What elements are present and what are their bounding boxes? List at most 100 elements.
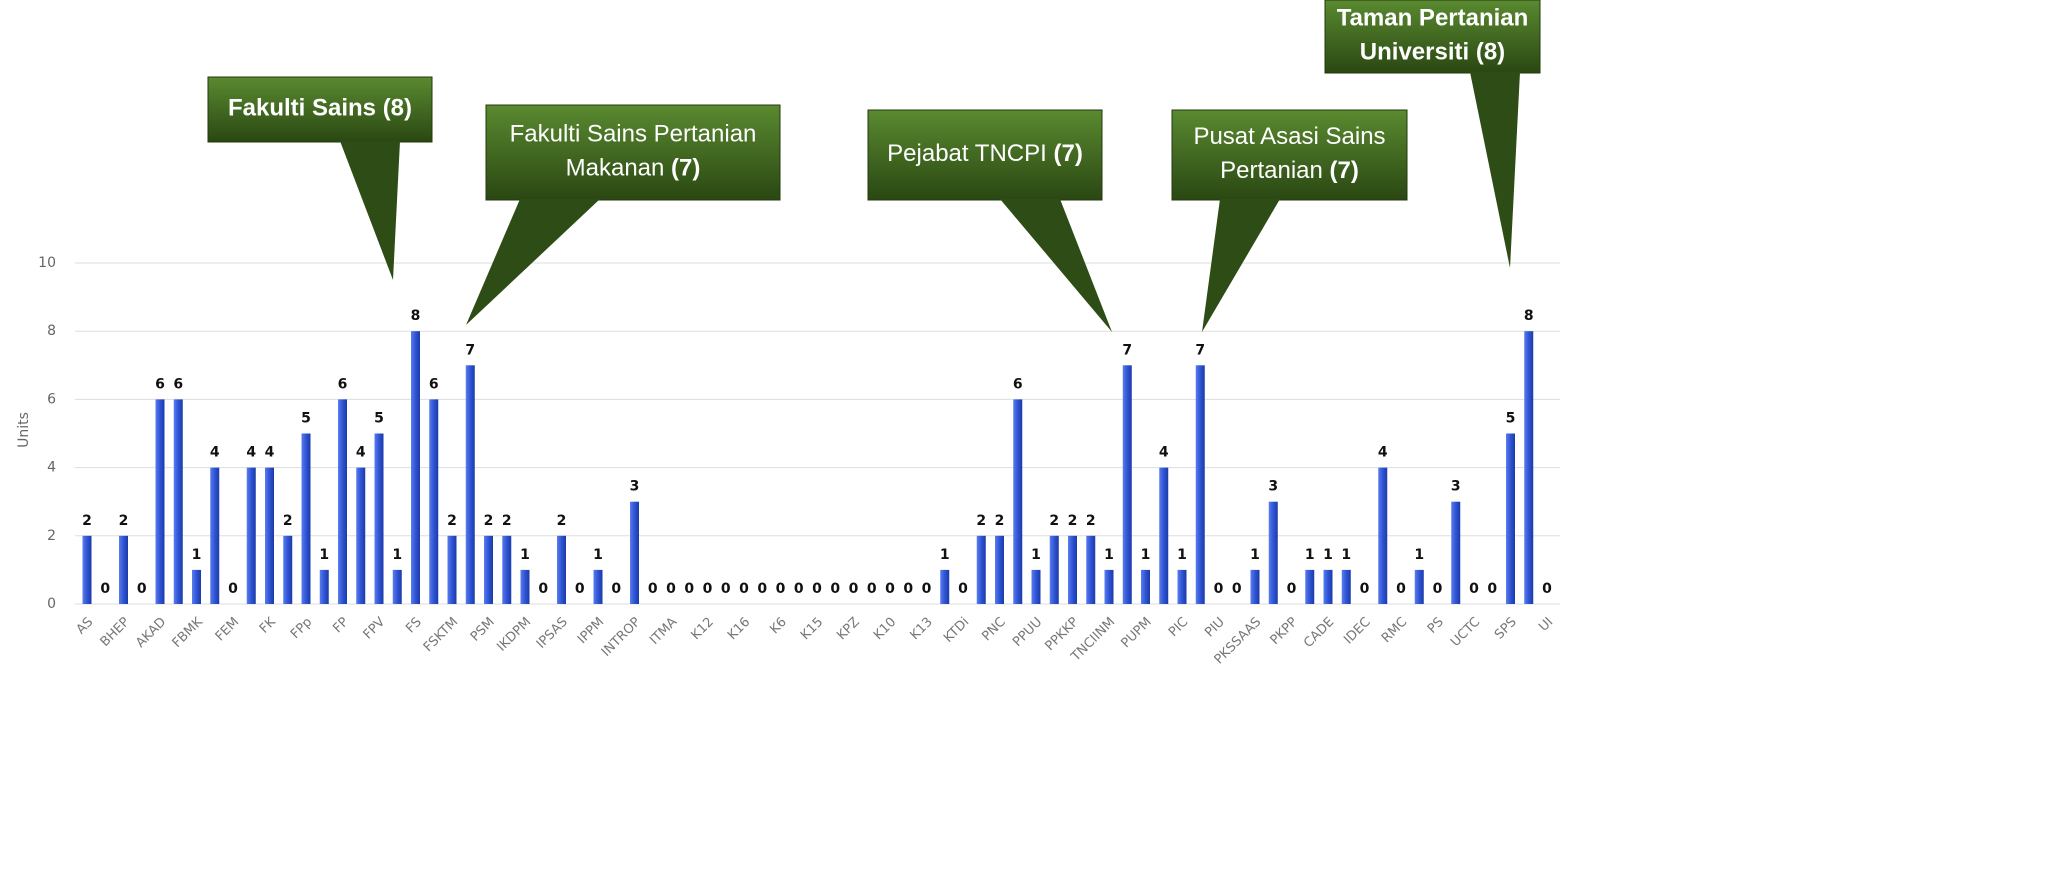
x-tick-label: PS bbox=[1425, 615, 1447, 637]
value-label: 1 bbox=[1177, 547, 1187, 563]
value-label: 1 bbox=[392, 547, 402, 563]
bar bbox=[374, 433, 384, 604]
value-label: 1 bbox=[1104, 547, 1114, 563]
value-label: 0 bbox=[228, 581, 238, 597]
value-label: 6 bbox=[155, 376, 165, 392]
value-label: 1 bbox=[593, 547, 603, 563]
value-label: 1 bbox=[1414, 547, 1424, 563]
bar bbox=[1195, 365, 1205, 604]
y-tick-label: 6 bbox=[47, 391, 56, 407]
value-label: 0 bbox=[958, 581, 968, 597]
value-label: 6 bbox=[338, 376, 348, 392]
callout-count: (8) bbox=[1476, 39, 1505, 66]
x-tick-label: AS bbox=[74, 615, 97, 638]
value-label: 8 bbox=[411, 308, 421, 324]
value-label: 2 bbox=[484, 513, 494, 529]
x-tick-label: IKDPM bbox=[494, 615, 534, 655]
y-tick-label: 10 bbox=[38, 255, 56, 271]
x-tick-label: FS bbox=[403, 615, 425, 637]
value-label: 2 bbox=[502, 513, 512, 529]
value-label: 1 bbox=[940, 547, 950, 563]
value-label: 0 bbox=[100, 581, 110, 597]
bar bbox=[1378, 467, 1388, 604]
x-tick-label: K6 bbox=[767, 615, 789, 637]
bar bbox=[1250, 569, 1260, 604]
callout-pointer bbox=[340, 141, 400, 280]
value-label: 5 bbox=[1506, 411, 1516, 427]
x-tick-label: K10 bbox=[871, 615, 899, 643]
value-label: 2 bbox=[283, 513, 293, 529]
value-label: 6 bbox=[1013, 376, 1023, 392]
y-tick-label: 8 bbox=[47, 323, 56, 339]
value-label: 2 bbox=[82, 513, 92, 529]
value-label: 1 bbox=[1323, 547, 1333, 563]
y-tick-label: 4 bbox=[47, 460, 56, 476]
value-label: 0 bbox=[794, 581, 804, 597]
callout-text: Fakulti Sains (8) bbox=[228, 95, 412, 122]
value-label: 2 bbox=[1086, 513, 1096, 529]
value-label: 0 bbox=[1433, 581, 1443, 597]
value-label: 4 bbox=[1159, 445, 1169, 461]
value-label: 0 bbox=[1214, 581, 1224, 597]
bar bbox=[319, 569, 329, 604]
value-label: 0 bbox=[666, 581, 676, 597]
x-tick-label: INTROP bbox=[599, 615, 644, 660]
value-label: 0 bbox=[538, 581, 548, 597]
callout-space bbox=[1047, 140, 1054, 167]
value-label: 0 bbox=[1542, 581, 1552, 597]
callout-text: Universiti (8) bbox=[1360, 39, 1505, 66]
value-label: 2 bbox=[995, 513, 1005, 529]
x-tick-label: PIU bbox=[1202, 615, 1228, 641]
bar bbox=[392, 569, 402, 604]
bar bbox=[465, 365, 475, 604]
bar bbox=[429, 399, 439, 604]
bar bbox=[1341, 569, 1351, 604]
bar bbox=[1031, 569, 1041, 604]
y-axis-label: Units bbox=[16, 412, 32, 448]
callout-box bbox=[485, 104, 781, 201]
bar bbox=[995, 535, 1004, 604]
bar bbox=[630, 501, 639, 604]
value-label: 8 bbox=[1524, 308, 1534, 324]
bar bbox=[1451, 501, 1461, 604]
bar bbox=[557, 535, 566, 604]
value-label: 2 bbox=[447, 513, 457, 529]
callout-box bbox=[1171, 109, 1408, 201]
x-tick-label: FPp bbox=[288, 615, 315, 642]
value-label: 0 bbox=[776, 581, 786, 597]
x-tick-label: K13 bbox=[907, 615, 935, 643]
value-label: 3 bbox=[1451, 479, 1461, 495]
value-label: 0 bbox=[684, 581, 694, 597]
value-label: 2 bbox=[1068, 513, 1078, 529]
value-label: 0 bbox=[830, 581, 840, 597]
callout-space bbox=[1323, 157, 1330, 184]
callout-line: Pertanian bbox=[1220, 157, 1323, 184]
bar bbox=[593, 569, 603, 604]
value-label: 0 bbox=[703, 581, 713, 597]
callout-text: Pejabat TNCPI (7) bbox=[887, 140, 1083, 167]
value-label: 0 bbox=[137, 581, 147, 597]
x-tick-label: IDEC bbox=[1341, 615, 1374, 648]
value-label: 5 bbox=[301, 411, 311, 427]
value-label: 0 bbox=[885, 581, 895, 597]
callout-text: Fakulti Sains Pertanian bbox=[510, 121, 757, 148]
value-label: 6 bbox=[429, 376, 439, 392]
value-label: 1 bbox=[520, 547, 530, 563]
value-label: 0 bbox=[1360, 581, 1370, 597]
value-label: 0 bbox=[1396, 581, 1406, 597]
bar bbox=[447, 535, 457, 604]
callout-pointer bbox=[466, 199, 600, 325]
x-tick-label: FPV bbox=[361, 615, 389, 643]
callout-line: Taman Pertanian bbox=[1337, 5, 1529, 32]
x-tick-label: BHEP bbox=[98, 615, 133, 650]
callout-count: (7) bbox=[1330, 157, 1359, 184]
x-tick-label: PPUU bbox=[1010, 615, 1045, 650]
value-label: 0 bbox=[812, 581, 822, 597]
bar bbox=[1524, 331, 1534, 604]
callout-text: Makanan (7) bbox=[566, 155, 701, 182]
value-label: 4 bbox=[210, 445, 220, 461]
x-tick-label: PIC bbox=[1166, 615, 1191, 640]
callout-space bbox=[1469, 39, 1476, 66]
bar bbox=[356, 467, 366, 604]
bar bbox=[338, 399, 347, 604]
